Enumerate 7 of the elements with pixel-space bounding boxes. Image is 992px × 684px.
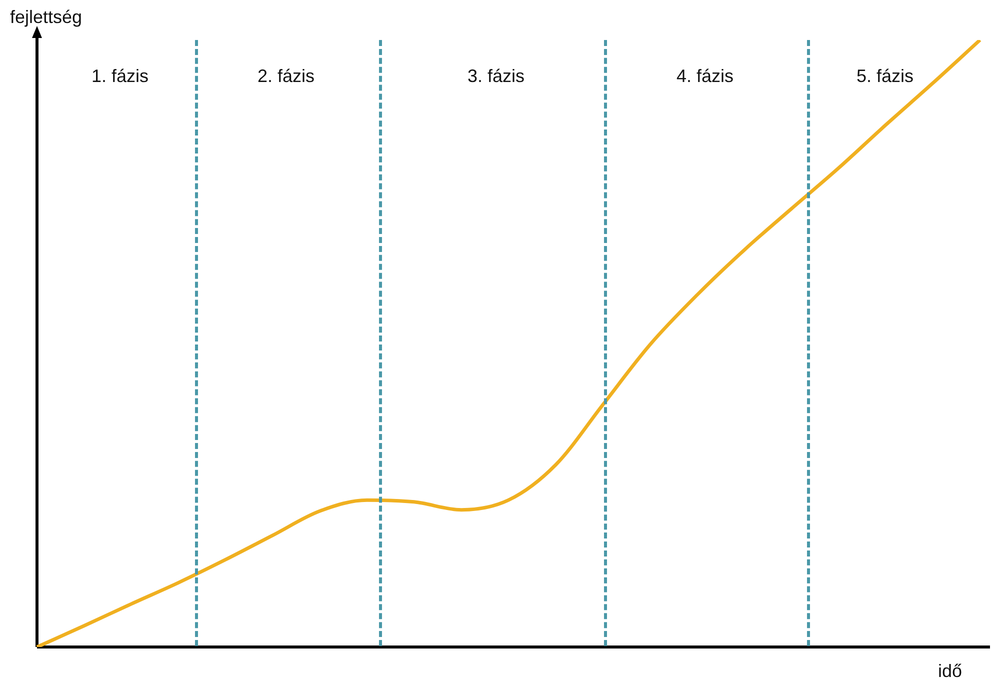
- annotation: 4. fázis: [676, 66, 734, 86]
- annotation: 3. fázis: [467, 66, 525, 86]
- y-axis-title: fejlettség: [10, 6, 82, 27]
- annotation: 5. fázis: [856, 66, 914, 86]
- annotation: 2. fázis: [257, 66, 315, 86]
- x-axis-title: idő: [938, 660, 962, 681]
- annotation: 1. fázis: [91, 66, 149, 86]
